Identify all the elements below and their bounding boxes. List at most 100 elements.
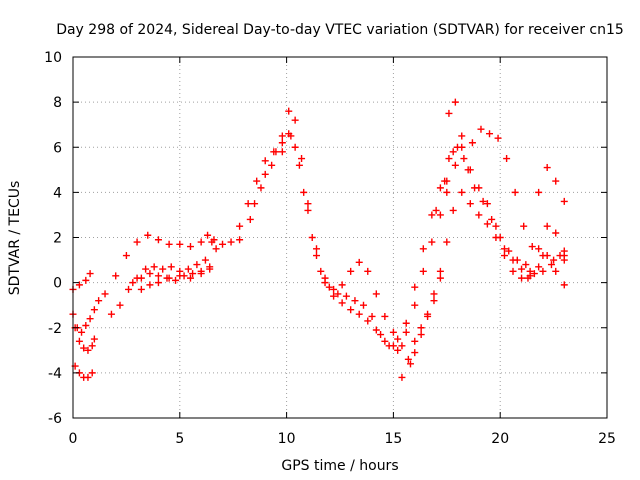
data-point (278, 132, 286, 140)
data-point (154, 279, 162, 287)
y-tick-label: 6 (53, 140, 62, 156)
data-point (445, 109, 453, 117)
data-point (443, 188, 451, 196)
data-point (424, 312, 432, 320)
data-point (539, 267, 547, 275)
data-point (201, 256, 209, 264)
data-point (389, 328, 397, 336)
data-point (411, 349, 419, 357)
data-point (86, 315, 94, 323)
x-tick-labels: 0 5 10 15 20 25 (69, 431, 616, 447)
data-point (492, 222, 500, 230)
data-point (464, 166, 472, 174)
data-points (69, 98, 568, 381)
data-point (210, 236, 218, 244)
data-point (268, 161, 276, 169)
data-point (101, 290, 109, 298)
data-point (347, 267, 355, 275)
data-point (483, 200, 491, 208)
data-point (227, 238, 235, 246)
data-point (511, 188, 519, 196)
y-tick-label: -6 (48, 411, 62, 427)
data-point (116, 301, 124, 309)
y-axis-label: SDTVAR / TECUs (7, 181, 23, 296)
data-point (377, 331, 385, 339)
data-point (552, 267, 560, 275)
data-point (75, 281, 83, 289)
data-point (449, 206, 457, 214)
data-point (402, 328, 410, 336)
data-point (443, 238, 451, 246)
data-point (186, 274, 194, 282)
data-point (359, 301, 367, 309)
data-point (272, 148, 280, 156)
data-point (398, 373, 406, 381)
data-point (88, 342, 96, 350)
data-point (550, 256, 558, 264)
series-s17 (443, 125, 568, 264)
data-point (146, 281, 154, 289)
data-point (82, 321, 90, 329)
data-point (78, 328, 86, 336)
data-point (364, 267, 372, 275)
data-point (492, 234, 500, 241)
data-point (543, 164, 551, 172)
data-point (372, 290, 380, 298)
data-point (436, 211, 444, 219)
series-s6 (107, 238, 216, 318)
data-point (165, 240, 173, 248)
data-point (251, 200, 259, 208)
data-point (500, 245, 508, 253)
data-point (460, 155, 468, 163)
data-point (304, 206, 312, 214)
series-s10 (236, 130, 451, 354)
data-point (381, 337, 389, 345)
data-point (552, 177, 560, 185)
data-point (411, 301, 419, 309)
data-point (475, 211, 483, 219)
x-tick-label: 5 (175, 431, 184, 447)
data-point (535, 188, 543, 196)
data-point (291, 116, 299, 124)
data-point (411, 337, 419, 345)
data-point (372, 326, 380, 334)
data-point (137, 285, 145, 293)
data-point (90, 306, 98, 314)
data-point (80, 344, 88, 352)
data-point (364, 317, 372, 325)
data-point (436, 184, 444, 192)
data-point (330, 292, 338, 300)
data-point (526, 272, 534, 280)
data-point (449, 148, 457, 156)
data-point (278, 148, 286, 156)
data-point (261, 170, 269, 178)
data-point (133, 238, 141, 246)
data-point (338, 299, 346, 307)
data-point (142, 265, 150, 273)
data-point (520, 222, 528, 230)
data-point (298, 155, 306, 163)
data-point (466, 200, 474, 208)
data-point (150, 263, 158, 271)
data-point (436, 267, 444, 275)
data-point (503, 155, 511, 163)
y-tick-label: 10 (44, 50, 62, 66)
series-s8 (137, 265, 214, 293)
data-point (330, 285, 338, 293)
data-point (84, 346, 92, 354)
data-point (86, 270, 94, 278)
y-tick-label: 0 (53, 276, 62, 292)
y-tick-label: -4 (48, 366, 62, 382)
axis-ticks (72, 56, 608, 419)
series-s9 (210, 236, 244, 248)
data-point (389, 342, 397, 350)
data-point (172, 276, 180, 284)
data-point (313, 245, 321, 253)
data-point (394, 335, 402, 343)
data-point (321, 279, 329, 287)
data-point (445, 155, 453, 163)
grid-lines (73, 57, 607, 418)
x-tick-label: 25 (598, 431, 616, 447)
data-point (165, 274, 173, 282)
